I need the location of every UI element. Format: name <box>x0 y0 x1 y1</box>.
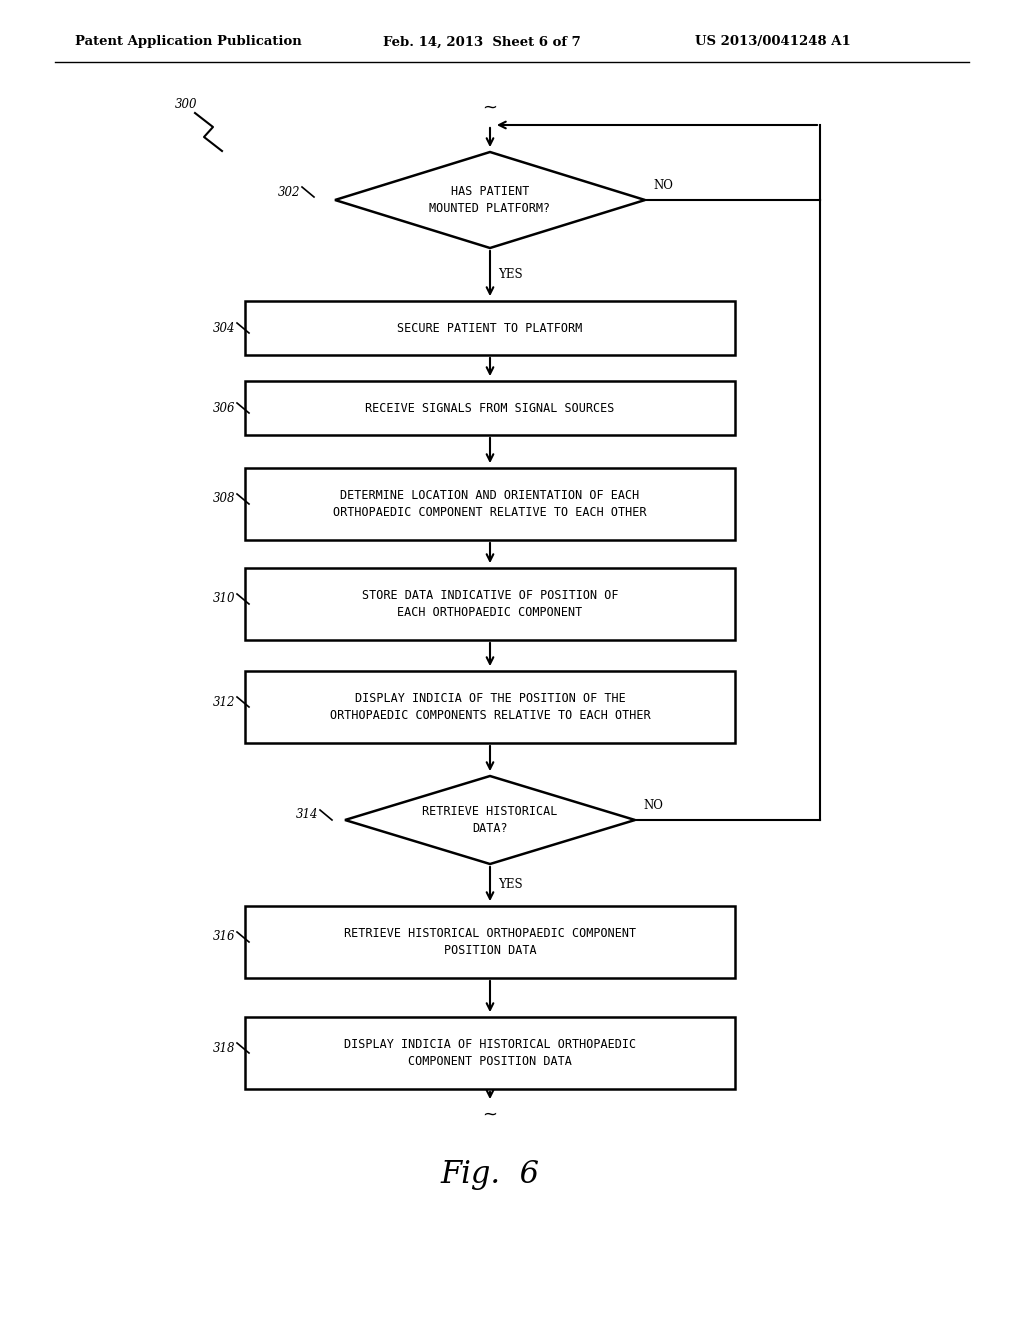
Bar <box>245 568 735 640</box>
Text: ~: ~ <box>482 99 498 117</box>
Text: 308: 308 <box>213 492 234 506</box>
Text: 310: 310 <box>213 593 234 606</box>
Bar <box>245 906 735 978</box>
Text: DISPLAY INDICIA OF HISTORICAL ORTHOPAEDIC
COMPONENT POSITION DATA: DISPLAY INDICIA OF HISTORICAL ORTHOPAEDI… <box>344 1038 636 1068</box>
Text: SECURE PATIENT TO PLATFORM: SECURE PATIENT TO PLATFORM <box>397 322 583 334</box>
Text: 314: 314 <box>296 808 318 821</box>
Text: HAS PATIENT
MOUNTED PLATFORM?: HAS PATIENT MOUNTED PLATFORM? <box>429 185 551 215</box>
Text: 306: 306 <box>213 401 234 414</box>
Text: 304: 304 <box>213 322 234 334</box>
Text: ~: ~ <box>482 1106 498 1125</box>
Text: NO: NO <box>653 180 673 191</box>
Text: DETERMINE LOCATION AND ORIENTATION OF EACH
ORTHOPAEDIC COMPONENT RELATIVE TO EAC: DETERMINE LOCATION AND ORIENTATION OF EA… <box>333 488 647 519</box>
Bar <box>245 469 735 540</box>
Bar <box>245 381 735 436</box>
Text: 318: 318 <box>213 1041 234 1055</box>
Text: Feb. 14, 2013  Sheet 6 of 7: Feb. 14, 2013 Sheet 6 of 7 <box>383 36 581 49</box>
Text: RETRIEVE HISTORICAL ORTHOPAEDIC COMPONENT
POSITION DATA: RETRIEVE HISTORICAL ORTHOPAEDIC COMPONEN… <box>344 927 636 957</box>
Text: 316: 316 <box>213 931 234 944</box>
Text: RECEIVE SIGNALS FROM SIGNAL SOURCES: RECEIVE SIGNALS FROM SIGNAL SOURCES <box>366 401 614 414</box>
Bar <box>245 1016 735 1089</box>
Text: NO: NO <box>643 799 663 812</box>
Text: STORE DATA INDICATIVE OF POSITION OF
EACH ORTHOPAEDIC COMPONENT: STORE DATA INDICATIVE OF POSITION OF EAC… <box>361 589 618 619</box>
Polygon shape <box>345 776 635 865</box>
Text: YES: YES <box>498 879 522 891</box>
Text: 302: 302 <box>278 186 300 198</box>
Text: 312: 312 <box>213 696 234 709</box>
Bar <box>245 671 735 743</box>
Text: US 2013/0041248 A1: US 2013/0041248 A1 <box>695 36 851 49</box>
Polygon shape <box>335 152 645 248</box>
Text: RETRIEVE HISTORICAL
DATA?: RETRIEVE HISTORICAL DATA? <box>422 805 558 836</box>
Bar <box>245 301 735 355</box>
Text: YES: YES <box>498 268 522 281</box>
Text: Fig.  6: Fig. 6 <box>440 1159 540 1191</box>
Text: 300: 300 <box>175 99 198 111</box>
Text: DISPLAY INDICIA OF THE POSITION OF THE
ORTHOPAEDIC COMPONENTS RELATIVE TO EACH O: DISPLAY INDICIA OF THE POSITION OF THE O… <box>330 692 650 722</box>
Text: Patent Application Publication: Patent Application Publication <box>75 36 302 49</box>
